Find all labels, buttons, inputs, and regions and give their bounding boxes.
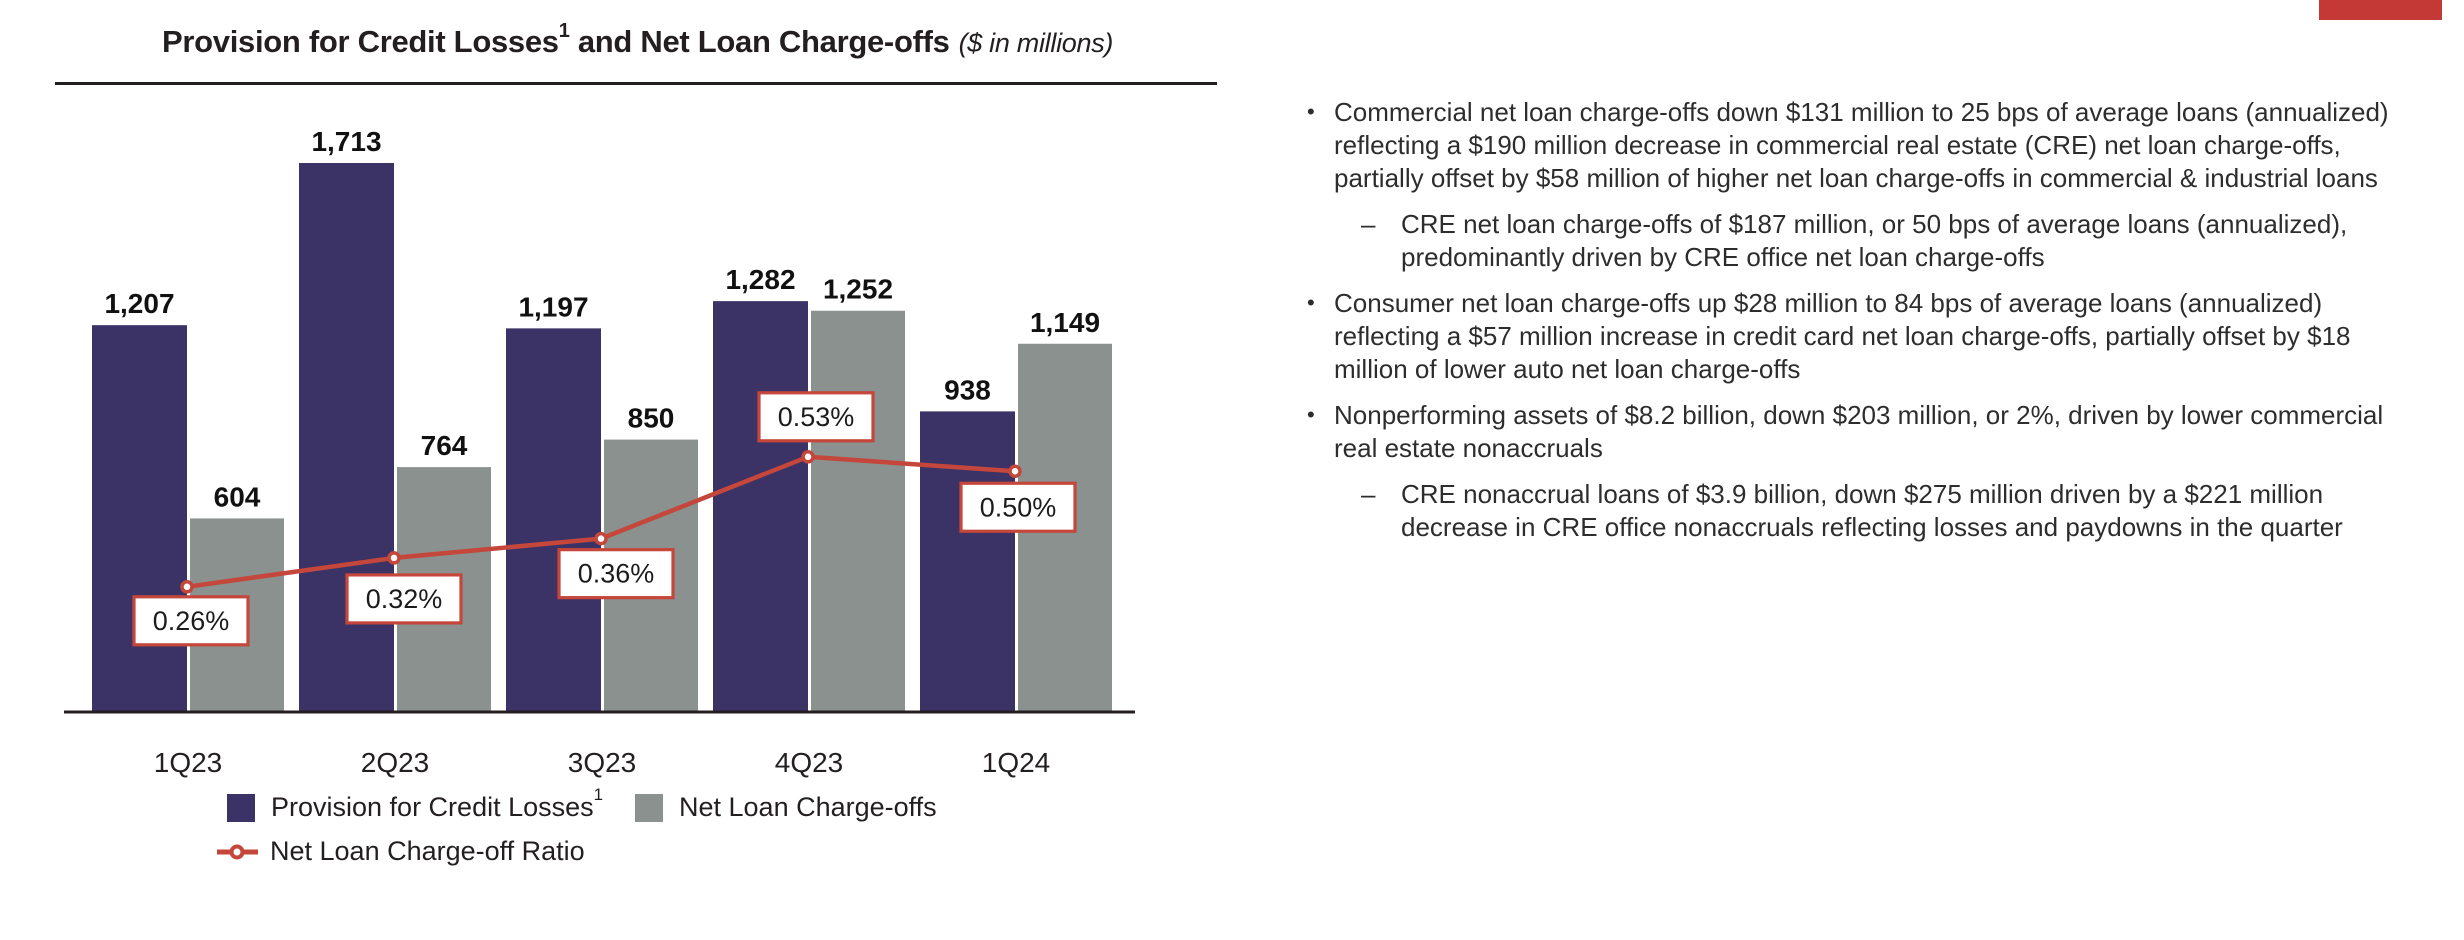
- bar-value-label: 1,197: [518, 291, 588, 322]
- chart-title-units: ($ in millions): [958, 28, 1114, 58]
- bar-value-label: 1,282: [725, 264, 795, 295]
- ratio-point-marker: [801, 450, 815, 464]
- bar-provision-2q23: [299, 163, 394, 712]
- ratio-point-marker: [180, 580, 194, 594]
- bullet-text: CRE net loan charge-offs of $187 million…: [1401, 209, 2348, 272]
- ratio-callout-box: [757, 391, 875, 443]
- legend-label-nco: Net Loan Charge-offs: [679, 792, 937, 822]
- x-axis-label: 1Q23: [154, 747, 223, 778]
- ratio-callout-box: [557, 548, 675, 600]
- bar-value-label: 604: [214, 481, 261, 512]
- bar-provision-1q23: [92, 325, 187, 712]
- dash-marker: –: [1361, 209, 1376, 239]
- ratio-point-marker: [594, 531, 608, 546]
- bullet-text: Nonperforming assets of $8.2 billion, do…: [1334, 400, 2384, 463]
- bar-value-label: 764: [421, 430, 468, 461]
- provision-swatch: [227, 793, 255, 822]
- bar-value-label: 1,149: [1030, 307, 1100, 338]
- commentary-bullet-list: • Commercial net loan charge-offs down $1…: [1304, 96, 2406, 544]
- legend-item-nco: Net Loan Charge-offs: [635, 792, 937, 823]
- provision-nco-chart: 1,207 604 1Q23 1,713 764 2Q23 1,197 850 3Q23 1,28…: [64, 126, 1135, 778]
- ratio-line-marker-icon: [217, 844, 258, 859]
- bar-provision-1q24: [920, 411, 1015, 712]
- nco-swatch: [635, 793, 663, 822]
- bar-value-label: 1,252: [823, 274, 893, 305]
- footnote-marker: 1: [558, 19, 570, 42]
- ratio-callout-value: 0.32%: [366, 584, 443, 614]
- bar-provision-4q23: [713, 301, 808, 712]
- bullet-text: CRE nonaccrual loans of $3.9 billion, do…: [1401, 479, 2343, 542]
- bullet-item: • Consumer net loan charge-offs up $28 mi…: [1304, 287, 2406, 386]
- bar-value-label: 850: [628, 403, 675, 434]
- bar-provision-3q23: [506, 328, 601, 712]
- ratio-callout-value: 0.50%: [980, 492, 1057, 522]
- sub-bullet-item: – CRE net loan charge-offs of $187 millio…: [1361, 208, 2406, 274]
- ratio-point-marker: [387, 551, 401, 565]
- chart-title: Provision for Credit Losses1 and Net Loa…: [162, 21, 1114, 60]
- ratio-callout-box: [345, 573, 463, 625]
- bullet-text: Consumer net loan charge-offs up $28 mil…: [1334, 288, 2351, 384]
- bullet-item: • Nonperforming assets of $8.2 billion, d…: [1304, 399, 2406, 465]
- bullet-marker: •: [1307, 99, 1315, 124]
- ratio-callout-box: [132, 595, 250, 647]
- bar-value-label: 938: [944, 374, 991, 405]
- ratio-callout-value: 0.53%: [778, 402, 855, 432]
- x-axis-label: 1Q24: [982, 747, 1051, 778]
- x-axis-label: 3Q23: [568, 747, 637, 778]
- chart-title-main2: and Net Loan Charge-offs: [569, 24, 950, 59]
- ratio-callout-value: 0.36%: [578, 559, 655, 589]
- ratio-point-marker: [1008, 464, 1022, 478]
- legend-item-ratio: Net Loan Charge-off Ratio: [217, 836, 585, 867]
- legend-item-provision: Provision for Credit Losses1: [227, 785, 604, 823]
- bar-value-label: 1,207: [104, 288, 174, 319]
- x-axis-label: 2Q23: [361, 747, 430, 778]
- sub-bullet-item: – CRE nonaccrual loans of $3.9 billion, d…: [1361, 478, 2406, 544]
- ratio-callout-box: [959, 481, 1077, 533]
- bullet-marker: •: [1307, 402, 1315, 427]
- ratio-callout-value: 0.26%: [153, 606, 230, 636]
- bar-nco-4q23: [811, 310, 905, 712]
- bullet-marker: •: [1307, 290, 1315, 315]
- bar-value-label: 1,713: [311, 126, 381, 157]
- x-axis-label: 4Q23: [775, 747, 844, 778]
- legend-label-provision: Provision for Credit Losses1: [271, 785, 604, 822]
- chart-title-main: Provision for Credit Losses: [162, 24, 559, 59]
- bullet-text: Commercial net loan charge-offs down $13…: [1334, 97, 2389, 193]
- title-underline: [55, 82, 1217, 85]
- legend-label-ratio: Net Loan Charge-off Ratio: [270, 836, 585, 866]
- brand-corner-mark: [2319, 0, 2442, 20]
- dash-marker: –: [1361, 479, 1376, 509]
- bullet-item: • Commercial net loan charge-offs down $1…: [1304, 96, 2406, 195]
